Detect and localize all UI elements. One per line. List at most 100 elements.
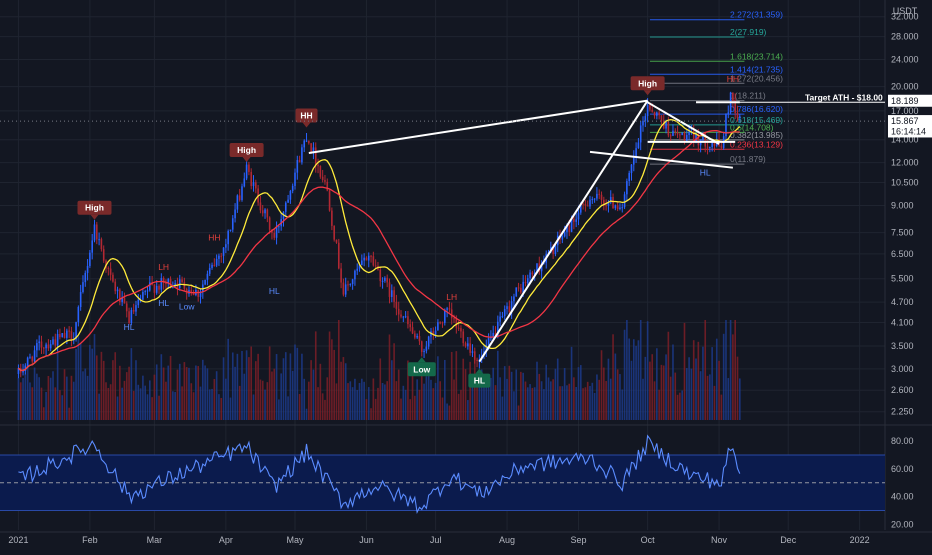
candle-body xyxy=(296,159,299,173)
volume-bar xyxy=(513,391,515,420)
candle-body xyxy=(614,205,617,209)
price-axis-tick: 4.100 xyxy=(891,317,914,327)
volume-bar xyxy=(234,366,236,420)
volume-bar xyxy=(344,363,347,420)
candle-body xyxy=(356,268,359,271)
candle-body xyxy=(437,322,439,331)
rsi-axis-tick: 20.00 xyxy=(891,519,914,529)
volume-bar xyxy=(667,331,670,420)
volume-bar xyxy=(356,389,359,420)
candle-body xyxy=(213,264,216,266)
volume-bar xyxy=(393,343,395,420)
price-axis-tick: 3.000 xyxy=(891,364,914,374)
candle-body xyxy=(38,341,40,344)
fib-level-label: 2.272(31.359) xyxy=(730,10,783,20)
time-axis-tick: Sep xyxy=(570,535,586,545)
time-axis-tick: Oct xyxy=(641,535,656,545)
candle-body xyxy=(183,282,186,289)
candle-body xyxy=(29,356,31,358)
candle-body xyxy=(337,242,340,269)
candle-body xyxy=(197,289,200,297)
candle-body xyxy=(561,236,564,240)
volume-bar xyxy=(282,358,285,420)
candle-body xyxy=(121,297,123,303)
volume-bar xyxy=(208,389,211,420)
volume-bar xyxy=(543,389,545,420)
candle-body xyxy=(709,146,711,148)
trendline xyxy=(308,99,648,155)
candle-body xyxy=(432,331,435,335)
volume-bar xyxy=(547,377,550,420)
volume-bar xyxy=(658,389,660,420)
volume-bar xyxy=(95,355,98,420)
volume-bar xyxy=(75,348,77,420)
volume-bar xyxy=(734,320,737,420)
volume-bar xyxy=(367,387,370,420)
trendline xyxy=(478,100,649,363)
volume-bar xyxy=(609,378,612,420)
volume-bar xyxy=(192,392,195,420)
candle-body xyxy=(321,176,324,180)
volume-bar xyxy=(552,379,554,420)
volume-bar xyxy=(264,389,266,420)
price-axis-tick: 10.500 xyxy=(891,178,919,188)
candle-body xyxy=(241,186,243,200)
volume-bar xyxy=(211,388,213,420)
candle-body xyxy=(158,285,160,290)
structure-label: HH xyxy=(300,110,312,120)
volume-bar xyxy=(155,364,158,420)
time-axis-tick: 2022 xyxy=(850,535,870,545)
volume-bar xyxy=(388,334,391,420)
candle-body xyxy=(324,179,326,182)
volume-bar xyxy=(271,371,273,420)
volume-bar xyxy=(397,369,400,420)
candle-body xyxy=(513,296,515,302)
candle-body xyxy=(17,368,20,374)
candle-body xyxy=(135,305,137,312)
volume-bar xyxy=(231,352,234,420)
volume-bar xyxy=(130,348,133,420)
volume-bar xyxy=(568,383,571,420)
volume-bar xyxy=(508,365,511,420)
candle-body xyxy=(713,142,716,146)
volume-bar xyxy=(699,371,702,420)
volume-bar xyxy=(651,354,654,420)
structure-tag xyxy=(630,76,665,91)
candle-body xyxy=(628,173,630,182)
candle-body xyxy=(612,196,614,209)
candle-body xyxy=(102,249,105,261)
price-axis-tick: 2.250 xyxy=(891,407,914,417)
candle-body xyxy=(273,232,276,238)
volume-bar xyxy=(510,371,513,420)
time-axis-tick: 2021 xyxy=(8,535,28,545)
candle-body xyxy=(199,291,202,297)
volume-bar xyxy=(33,367,36,420)
candle-body xyxy=(351,279,354,285)
candle-body xyxy=(24,365,27,371)
candle-body xyxy=(112,274,114,282)
candle-body xyxy=(568,225,571,232)
candle-body xyxy=(268,217,271,230)
volume-bar xyxy=(266,382,269,420)
volume-bar xyxy=(19,382,22,420)
volume-bar xyxy=(642,378,644,420)
candle-body xyxy=(600,194,603,200)
volume-bar xyxy=(24,373,27,420)
volume-bar xyxy=(706,375,709,420)
volume-bar xyxy=(349,381,352,420)
candle-body xyxy=(623,194,626,208)
volume-bar xyxy=(185,367,188,420)
volume-bar xyxy=(326,377,329,420)
volume-bar xyxy=(653,381,656,420)
volume-bar xyxy=(374,398,377,420)
candle-body xyxy=(227,230,229,245)
volume-bar xyxy=(478,377,481,420)
volume-bar xyxy=(250,346,253,420)
time-axis-tick: Feb xyxy=(82,535,98,545)
volume-bar xyxy=(402,385,405,420)
volume-bar xyxy=(672,344,674,420)
volume-layer xyxy=(17,320,741,420)
price-axis-tick: 7.500 xyxy=(891,228,914,238)
